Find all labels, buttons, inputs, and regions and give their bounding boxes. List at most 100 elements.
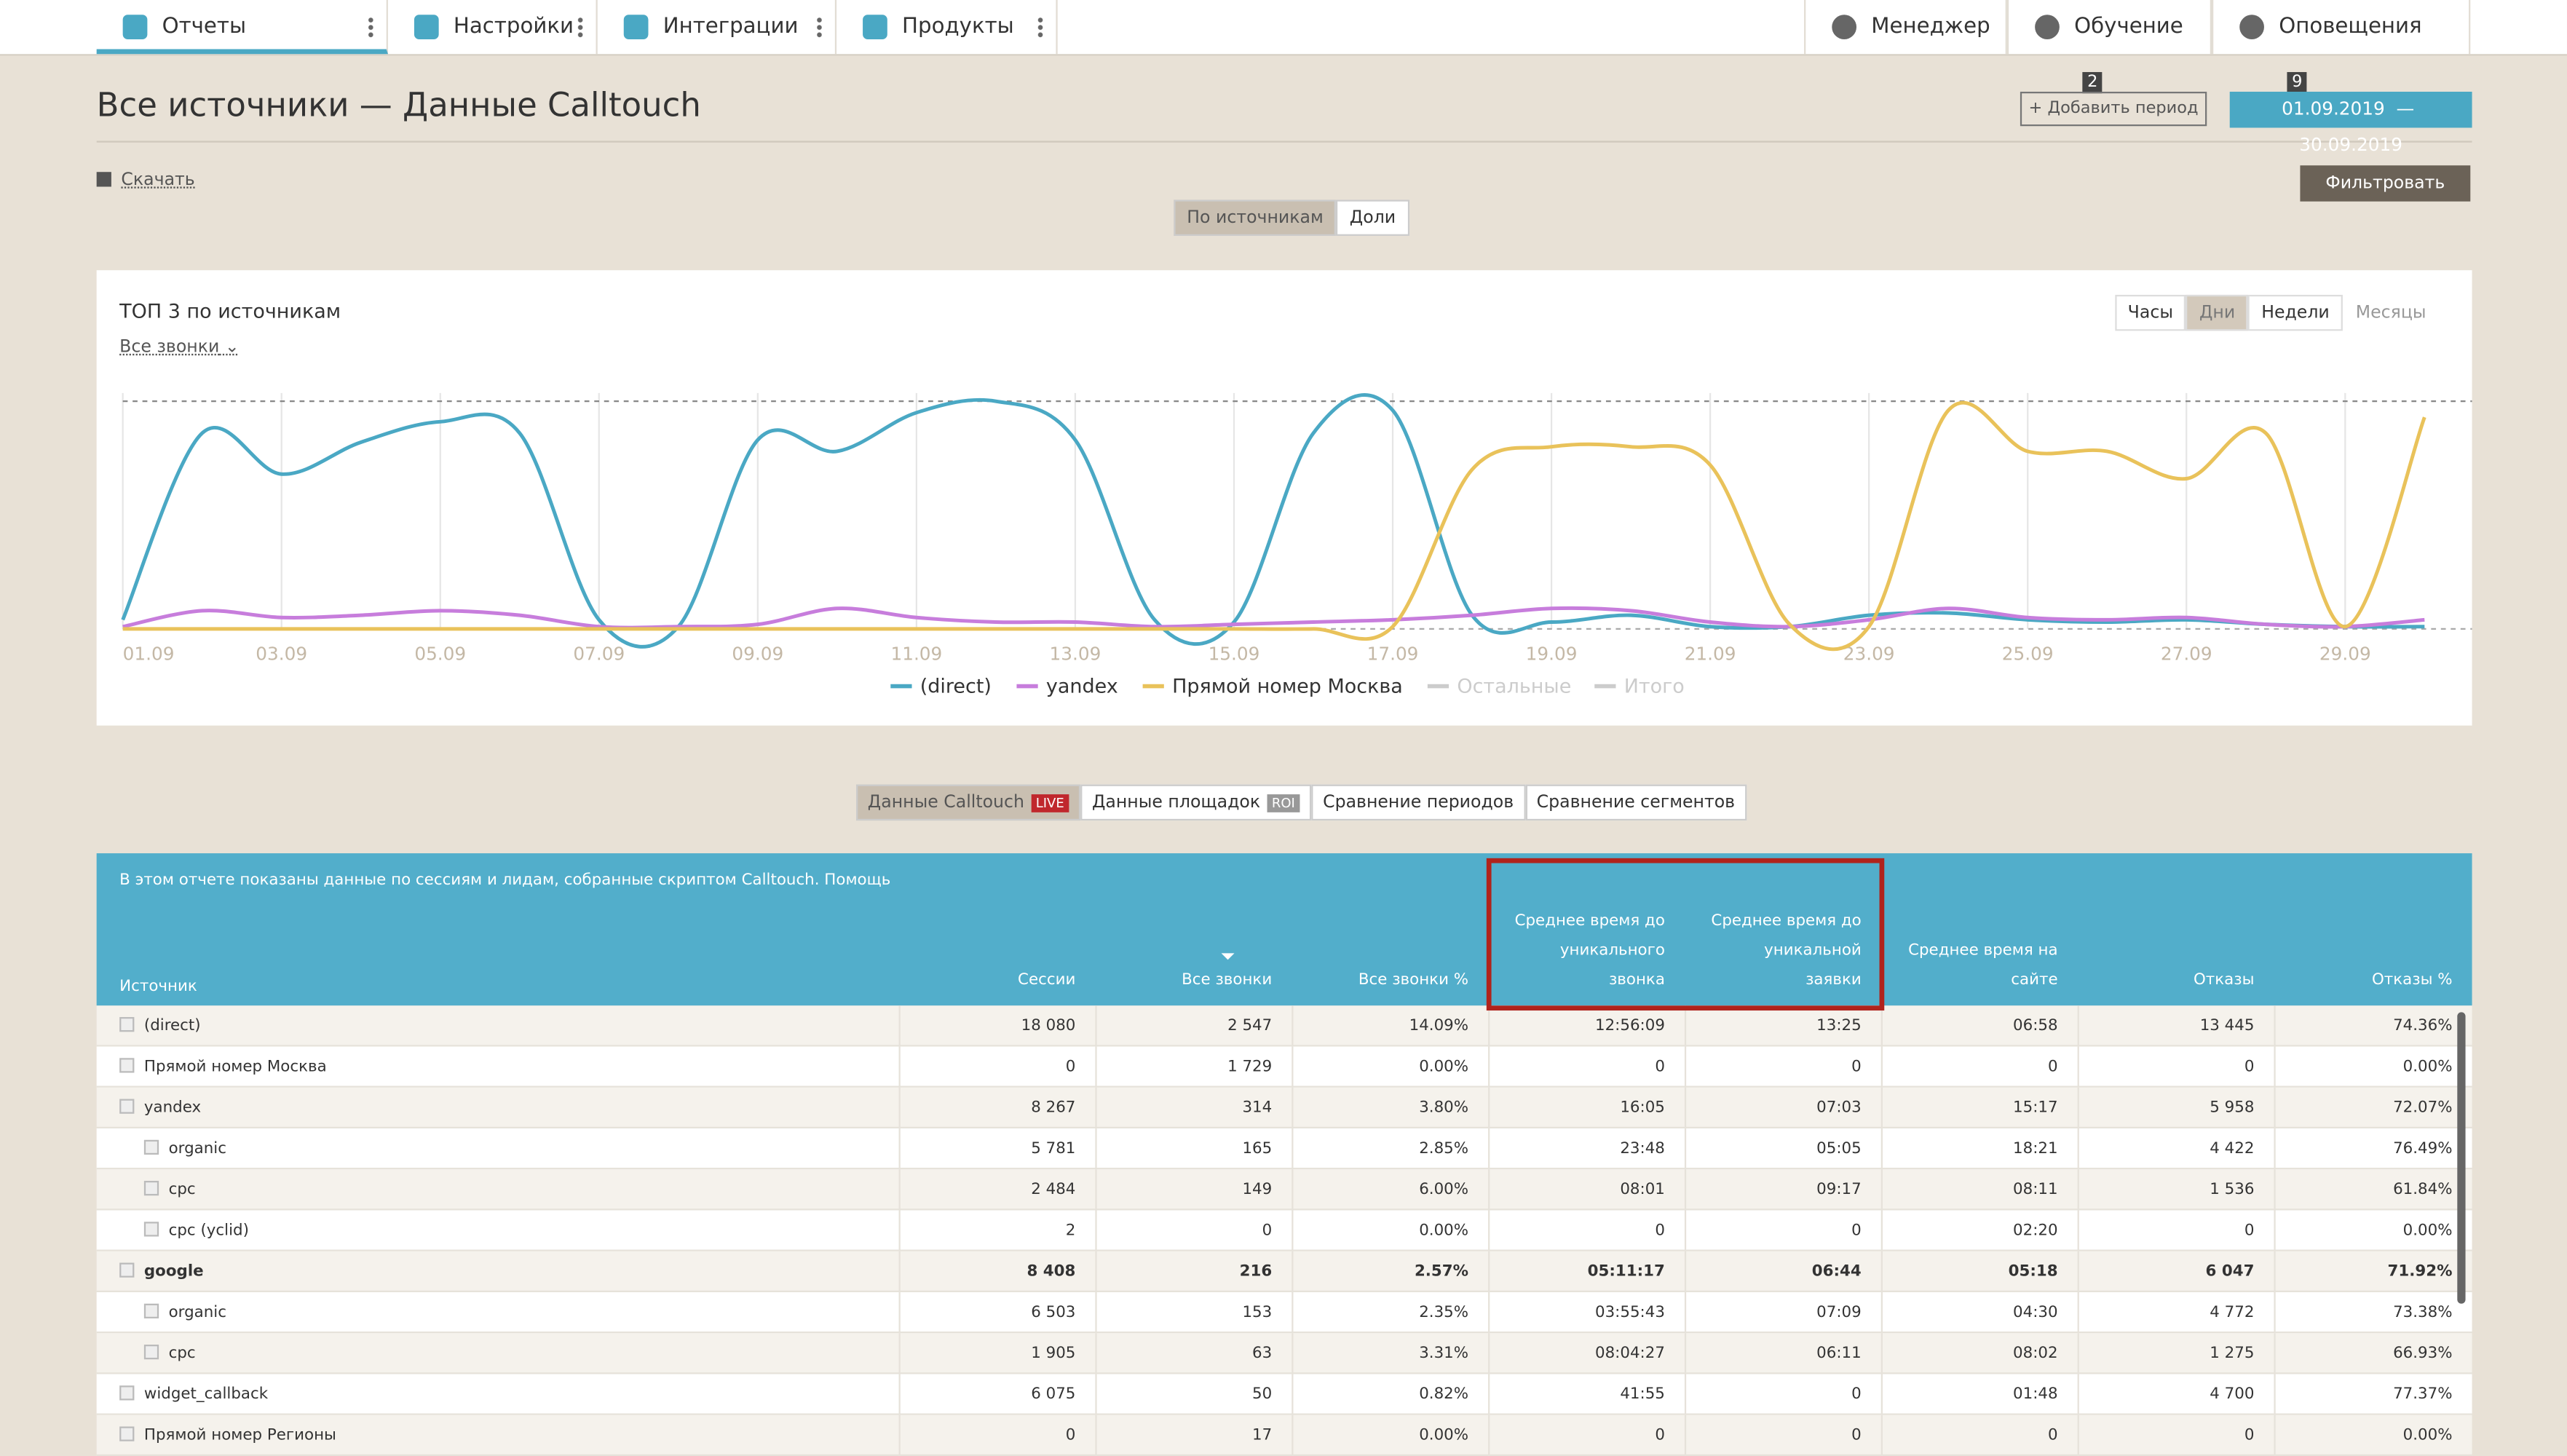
table-row[interactable]: cpc 1 905 63 3.31% 08:04:27 06:11 08:02 1 275 66… (96, 1333, 2472, 1374)
source-cell: organic (143, 1292, 226, 1333)
table-row[interactable]: Прямой номер Москва 0 1 729 0.00% 0 0 0 0 0.00% (96, 1046, 2472, 1088)
expand-icon[interactable] (119, 1017, 135, 1032)
table-row[interactable]: Прямой номер Регионы 0 17 0.00% 0 0 0 0 0.00% (96, 1415, 2472, 1456)
table-row[interactable]: google 8 408 216 2.57% 05:11:17 06:44 05:18 6 0… (96, 1251, 2472, 1293)
source-cell: widget_callback (119, 1374, 268, 1415)
expand-icon[interactable] (143, 1181, 159, 1196)
table-cell: 0.82% (1292, 1374, 1488, 1415)
date-to: 30.09.2019 (2299, 134, 2402, 156)
table-cell: 76.49% (2274, 1128, 2472, 1170)
nav-tab[interactable]: Продукты (836, 0, 1058, 55)
table-cell: 63 (1095, 1333, 1292, 1374)
period-option[interactable]: Часы (2114, 294, 2186, 331)
add-period-button[interactable]: + Добавить период (2020, 91, 2207, 127)
table-cell: 2 (898, 1210, 1096, 1251)
table-cell: 0.00% (1292, 1046, 1488, 1088)
column-header[interactable]: Отказы % (2371, 971, 2453, 989)
table-cell: 4 700 (2077, 1374, 2274, 1415)
date-range[interactable]: 01.09.2019 — 30.09.2019 (2229, 91, 2472, 156)
column-header[interactable]: Все звонки (1095, 953, 1292, 995)
column-header[interactable]: Отказы (2193, 971, 2255, 989)
expand-icon[interactable] (119, 1262, 135, 1278)
source-cell: cpc (yclid) (143, 1211, 249, 1251)
x-tick-label: 23.09 (1843, 644, 1895, 665)
source-name: organic (168, 1139, 226, 1158)
table-cell: 6 075 (898, 1374, 1096, 1415)
series-line (121, 393, 2425, 649)
nav-tab[interactable]: Настройки (388, 0, 598, 55)
table-cell: 0 (898, 1415, 1096, 1456)
nav-right-item[interactable]: Оповещения 9 (2211, 0, 2471, 94)
date-sep: — (2396, 98, 2415, 120)
nav-tab[interactable]: Отчеты (96, 0, 388, 55)
expand-icon[interactable] (119, 1385, 135, 1401)
table-header: В этом отчете показаны данные по сессиям… (96, 853, 2472, 1006)
table-row[interactable]: yandex 8 267 314 3.80% 16:05 07:03 15:17 5 958 7… (96, 1087, 2472, 1129)
table-cell: 8 408 (898, 1251, 1096, 1293)
nav-tab[interactable]: Интеграции (598, 0, 837, 55)
period-option[interactable]: Месяцы (2355, 303, 2426, 323)
column-header[interactable]: Среднее время на сайте (1908, 941, 2058, 989)
table-cell: 6 047 (2077, 1251, 2274, 1293)
expand-icon[interactable] (143, 1222, 159, 1237)
table-cell: 08:02 (1880, 1333, 2078, 1374)
table-cell: 0 (1095, 1210, 1292, 1251)
column-header[interactable]: Все звонки % (1358, 971, 1469, 989)
x-tick-label: 21.09 (1685, 644, 1736, 665)
table-row[interactable]: organic 5 781 165 2.85% 23:48 05:05 18:21 4 422… (96, 1128, 2472, 1170)
expand-icon[interactable] (143, 1139, 159, 1155)
source-cell: cpc (143, 1333, 196, 1374)
table-row[interactable]: cpc 2 484 149 6.00% 08:01 09:17 08:11 1 536 61.8… (96, 1169, 2472, 1211)
nav-item-label: Обучение (2074, 15, 2183, 39)
table-cell: 23:48 (1488, 1128, 1685, 1170)
table-row[interactable]: widget_callback 6 075 50 0.82% 41:55 0 01:48 4 … (96, 1374, 2472, 1415)
series-line (122, 606, 2425, 630)
report-tab[interactable]: Данные площадок ROI (1080, 784, 1312, 821)
table-cell: 12:56:09 (1488, 1005, 1685, 1047)
table-cell: 06:11 (1684, 1333, 1881, 1374)
table-cell: 66.93% (2274, 1333, 2472, 1374)
report-tab-label: Сравнение периодов (1323, 792, 1514, 812)
table-cell: 149 (1095, 1169, 1292, 1211)
expand-icon[interactable] (119, 1058, 135, 1073)
download-link[interactable]: Скачать (96, 170, 195, 190)
report-tab[interactable]: Данные Calltouch LIVE (856, 784, 1081, 821)
expand-icon[interactable] (143, 1345, 159, 1360)
report-tab[interactable]: Сравнение периодов (1311, 784, 1525, 821)
table-cell: 06:44 (1684, 1251, 1881, 1293)
table-row[interactable]: cpc (yclid) 2 0 0.00% 0 0 02:20 0 0.00% (96, 1210, 2472, 1251)
table-cell: 14.09% (1292, 1005, 1488, 1047)
table-cell: 41:55 (1488, 1374, 1685, 1415)
table-row[interactable]: (direct) 18 080 2 547 14.09% 12:56:09 13:25 06… (96, 1005, 2472, 1047)
x-tick-label: 15.09 (1209, 644, 1260, 665)
nav-badge: 2 (2082, 71, 2103, 94)
metric-select[interactable]: Все звонки ⌄ (119, 337, 240, 357)
column-header[interactable]: Сессии (1018, 971, 1076, 989)
expand-icon[interactable] (119, 1099, 135, 1114)
source-cell: organic (143, 1128, 226, 1169)
toggle-option[interactable]: Доли (1336, 199, 1409, 236)
column-header[interactable]: Среднее время до уникальной заявки (1711, 912, 1862, 989)
expand-icon[interactable] (119, 1426, 135, 1441)
table-cell: 07:03 (1684, 1087, 1881, 1129)
table-cell: 3.80% (1292, 1087, 1488, 1129)
source-name: widget_callback (143, 1385, 269, 1404)
toggle-option[interactable]: По источникам (1174, 199, 1337, 236)
period-option[interactable]: Дни (2186, 294, 2249, 331)
date-from: 01.09.2019 (2282, 98, 2385, 120)
nav-icon (122, 15, 148, 39)
table-row[interactable]: organic 6 503 153 2.35% 03:55:43 07:09 04:30 4 … (96, 1292, 2472, 1334)
column-header[interactable]: Среднее время до уникального звонка (1514, 912, 1665, 989)
report-tab[interactable]: Сравнение сегментов (1524, 784, 1747, 821)
nav-right-item[interactable]: Обучение 2 (2006, 0, 2212, 94)
period-switch: Часы Дни Недели Месяцы (2114, 294, 2440, 331)
table-cell: 05:11:17 (1488, 1251, 1685, 1293)
table-cell: 61.84% (2274, 1169, 2472, 1211)
nav-right-item[interactable]: Менеджер (1804, 0, 2007, 55)
period-option[interactable]: Недели (2248, 294, 2343, 331)
report-tab-label: Данные площадок (1091, 792, 1261, 812)
table-cell: 04:30 (1880, 1292, 2078, 1334)
filter-button[interactable]: Фильтровать (2300, 165, 2471, 202)
expand-icon[interactable] (143, 1303, 159, 1319)
add-period-label: Добавить период (2047, 100, 2199, 118)
